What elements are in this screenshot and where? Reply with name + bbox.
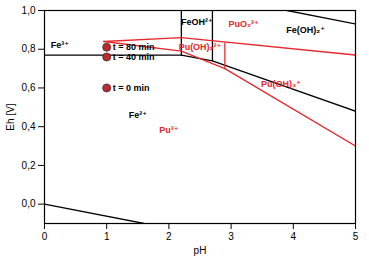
svg-text:PuO₂²⁺: PuO₂²⁺: [228, 19, 258, 29]
svg-text:1,0: 1,0: [22, 5, 36, 16]
svg-text:0,2: 0,2: [22, 160, 36, 171]
svg-text:1: 1: [104, 231, 110, 242]
svg-text:0,0: 0,0: [22, 198, 36, 209]
svg-text:FeOH²⁺: FeOH²⁺: [181, 17, 213, 27]
svg-text:0,6: 0,6: [22, 82, 36, 93]
svg-text:pH: pH: [194, 245, 207, 256]
svg-text:Pu(OH)₂²⁺: Pu(OH)₂²⁺: [179, 42, 222, 52]
svg-text:4: 4: [291, 231, 297, 242]
svg-text:t = 0 min: t = 0 min: [113, 83, 150, 93]
svg-text:0,8: 0,8: [22, 43, 36, 54]
svg-text:5: 5: [353, 231, 359, 242]
svg-text:Fe³⁺: Fe³⁺: [51, 40, 70, 50]
svg-text:Pu(OH)₃⁺: Pu(OH)₃⁺: [261, 79, 301, 89]
svg-text:Pu³⁺: Pu³⁺: [159, 125, 178, 135]
svg-text:Eh [V]: Eh [V]: [5, 103, 16, 130]
svg-text:2: 2: [166, 231, 172, 242]
svg-text:Fe²⁺: Fe²⁺: [129, 110, 148, 120]
svg-text:t = 80 min: t = 80 min: [113, 42, 155, 52]
svg-text:0: 0: [42, 231, 48, 242]
svg-text:t = 40 min: t = 40 min: [113, 52, 155, 62]
svg-text:Fe(OH)₂⁺: Fe(OH)₂⁺: [286, 25, 325, 35]
svg-text:0,4: 0,4: [22, 121, 36, 132]
svg-text:3: 3: [228, 231, 234, 242]
